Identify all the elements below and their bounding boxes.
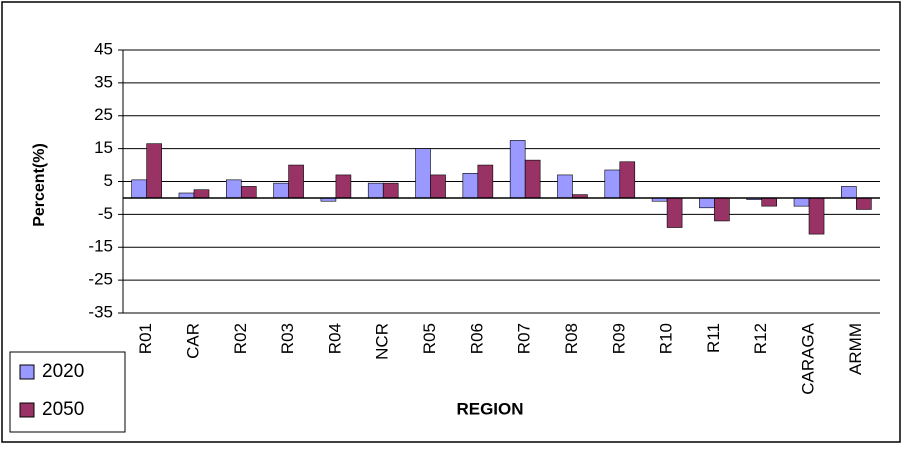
bar <box>273 182 289 199</box>
y-tick-label: -15 <box>88 237 113 256</box>
bar <box>335 174 352 199</box>
bar <box>146 143 162 199</box>
bar <box>524 159 541 199</box>
bar <box>666 197 683 228</box>
x-tick-label: ARMM <box>846 323 865 375</box>
x-tick-label: R05 <box>420 323 439 354</box>
bar <box>604 169 621 199</box>
x-tick-label: R09 <box>609 323 628 354</box>
y-tick-label: 25 <box>94 105 113 124</box>
y-tick-label: 35 <box>94 72 113 91</box>
x-tick-label: R04 <box>325 323 344 354</box>
bar <box>415 148 431 199</box>
bar <box>240 186 257 199</box>
chart-frame <box>1 1 901 443</box>
x-tick-label: R02 <box>231 323 250 354</box>
bar <box>382 182 399 199</box>
y-tick-label: -5 <box>98 204 113 223</box>
bar <box>619 161 636 199</box>
legend-swatch <box>19 402 35 418</box>
bar <box>714 197 730 222</box>
bar <box>699 197 715 209</box>
bar <box>430 174 446 199</box>
bar <box>808 197 825 235</box>
y-tick-label: 45 <box>94 39 113 58</box>
x-tick-label: R07 <box>515 323 534 354</box>
legend-swatch <box>19 364 35 380</box>
legend-label: 2050 <box>42 399 84 420</box>
bar <box>225 179 242 199</box>
bar <box>793 197 810 207</box>
x-tick-label: CARAGA <box>799 322 818 394</box>
x-tick-label: R12 <box>751 323 770 354</box>
y-tick-label: 5 <box>104 171 113 190</box>
y-tick-label: -25 <box>88 270 113 289</box>
x-tick-label: R10 <box>657 323 676 354</box>
bar <box>477 164 494 199</box>
bar <box>761 197 778 207</box>
bar <box>462 172 479 199</box>
bar <box>131 179 147 199</box>
bar <box>509 140 526 199</box>
x-tick-label: CAR <box>183 323 202 359</box>
x-tick-label: R08 <box>562 323 581 354</box>
x-tick-label: NCR <box>373 323 392 360</box>
bar <box>193 189 210 199</box>
x-tick-label: R03 <box>278 323 297 354</box>
x-tick-label: R01 <box>136 323 155 354</box>
bar <box>856 197 872 210</box>
x-tick-label: R06 <box>467 323 486 354</box>
bar <box>557 174 573 199</box>
x-tick-label: R11 <box>704 323 723 353</box>
x-axis-title: REGION <box>456 399 523 418</box>
bar <box>841 186 857 199</box>
y-tick-label: 15 <box>94 138 113 157</box>
bar <box>367 182 384 199</box>
y-tick-label: -35 <box>88 302 113 321</box>
y-axis-title: Percent(%) <box>31 143 48 227</box>
legend-label: 2020 <box>42 361 84 382</box>
bar <box>288 164 304 199</box>
